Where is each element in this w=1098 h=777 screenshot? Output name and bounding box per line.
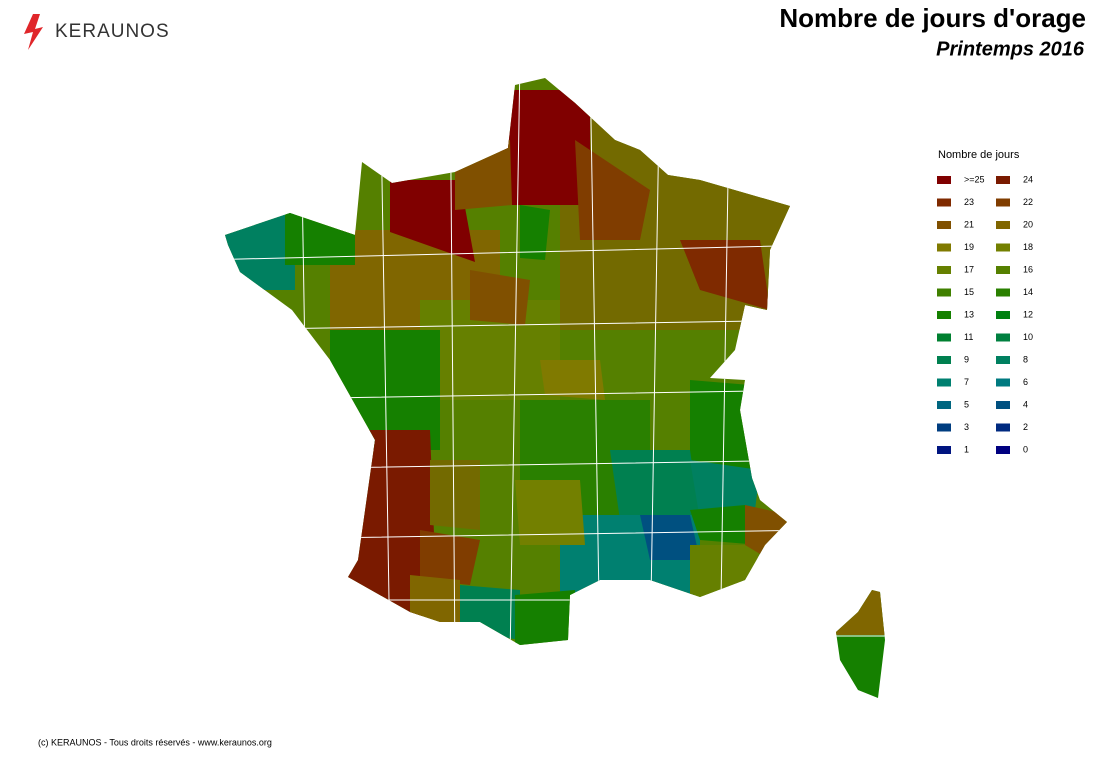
legend-swatch xyxy=(937,221,951,229)
legend-label: 17 xyxy=(964,264,974,274)
legend-swatch xyxy=(937,446,951,454)
legend-label: 7 xyxy=(964,377,969,387)
legend-swatch xyxy=(937,356,951,364)
legend-label: 15 xyxy=(964,287,974,297)
legend-swatch xyxy=(937,401,951,409)
legend-title: Nombre de jours xyxy=(938,149,1020,161)
legend-label: 1 xyxy=(964,444,969,454)
title: Nombre de jours d'orage xyxy=(779,3,1086,33)
legend-label: 20 xyxy=(1023,219,1033,229)
legend-label: 5 xyxy=(964,399,969,409)
legend-swatch xyxy=(996,288,1010,297)
legend-label: 22 xyxy=(1023,197,1033,207)
legend-swatch xyxy=(996,176,1010,184)
legend-label: 16 xyxy=(1023,264,1033,274)
corsica-map xyxy=(836,590,885,698)
legend-swatch xyxy=(996,333,1010,342)
legend-label: 18 xyxy=(1023,242,1033,252)
logo-bolt xyxy=(24,14,43,50)
legend-label: 2 xyxy=(1023,422,1028,432)
legend-label: 3 xyxy=(964,422,969,432)
legend-label: >=25 xyxy=(964,174,985,184)
legend-swatch xyxy=(937,176,951,184)
legend-label: 4 xyxy=(1023,399,1028,409)
legend-label: 0 xyxy=(1023,444,1028,454)
legend-swatch xyxy=(996,311,1010,319)
legend-swatch xyxy=(937,311,951,319)
legend-swatch xyxy=(996,401,1010,409)
legend-swatch xyxy=(996,378,1010,387)
legend-swatch xyxy=(937,288,951,297)
legend-label: 14 xyxy=(1023,287,1033,297)
legend-label: 10 xyxy=(1023,332,1033,342)
legend-label: 6 xyxy=(1023,377,1028,387)
legend-label: 24 xyxy=(1023,174,1033,184)
legend-swatch xyxy=(996,446,1010,454)
legend-label: 21 xyxy=(964,219,974,229)
legend-swatch xyxy=(937,198,951,207)
legend-swatch xyxy=(937,423,951,432)
subtitle: Printemps 2016 xyxy=(936,38,1085,60)
legend-label: 19 xyxy=(964,242,974,252)
legend-swatch xyxy=(937,243,951,252)
logo-text: KERAUNOS xyxy=(55,21,170,42)
legend-swatch xyxy=(996,266,1010,274)
legend-swatch xyxy=(996,423,1010,432)
legend-label: 13 xyxy=(964,309,974,319)
legend-swatch xyxy=(996,198,1010,207)
legend-swatch xyxy=(937,378,951,387)
legend-swatch xyxy=(996,356,1010,364)
legend-swatch xyxy=(937,333,951,342)
legend-label: 23 xyxy=(964,197,974,207)
legend-swatch xyxy=(996,243,1010,252)
legend-label: 12 xyxy=(1023,309,1033,319)
legend-label: 11 xyxy=(964,332,973,342)
legend-label: 9 xyxy=(964,354,969,364)
legend-swatch xyxy=(937,266,951,274)
france-map xyxy=(225,78,790,645)
footer: (c) KERAUNOS - Tous droits réservés - ww… xyxy=(38,737,272,747)
legend-label: 8 xyxy=(1023,354,1028,364)
legend-swatch xyxy=(996,221,1010,229)
